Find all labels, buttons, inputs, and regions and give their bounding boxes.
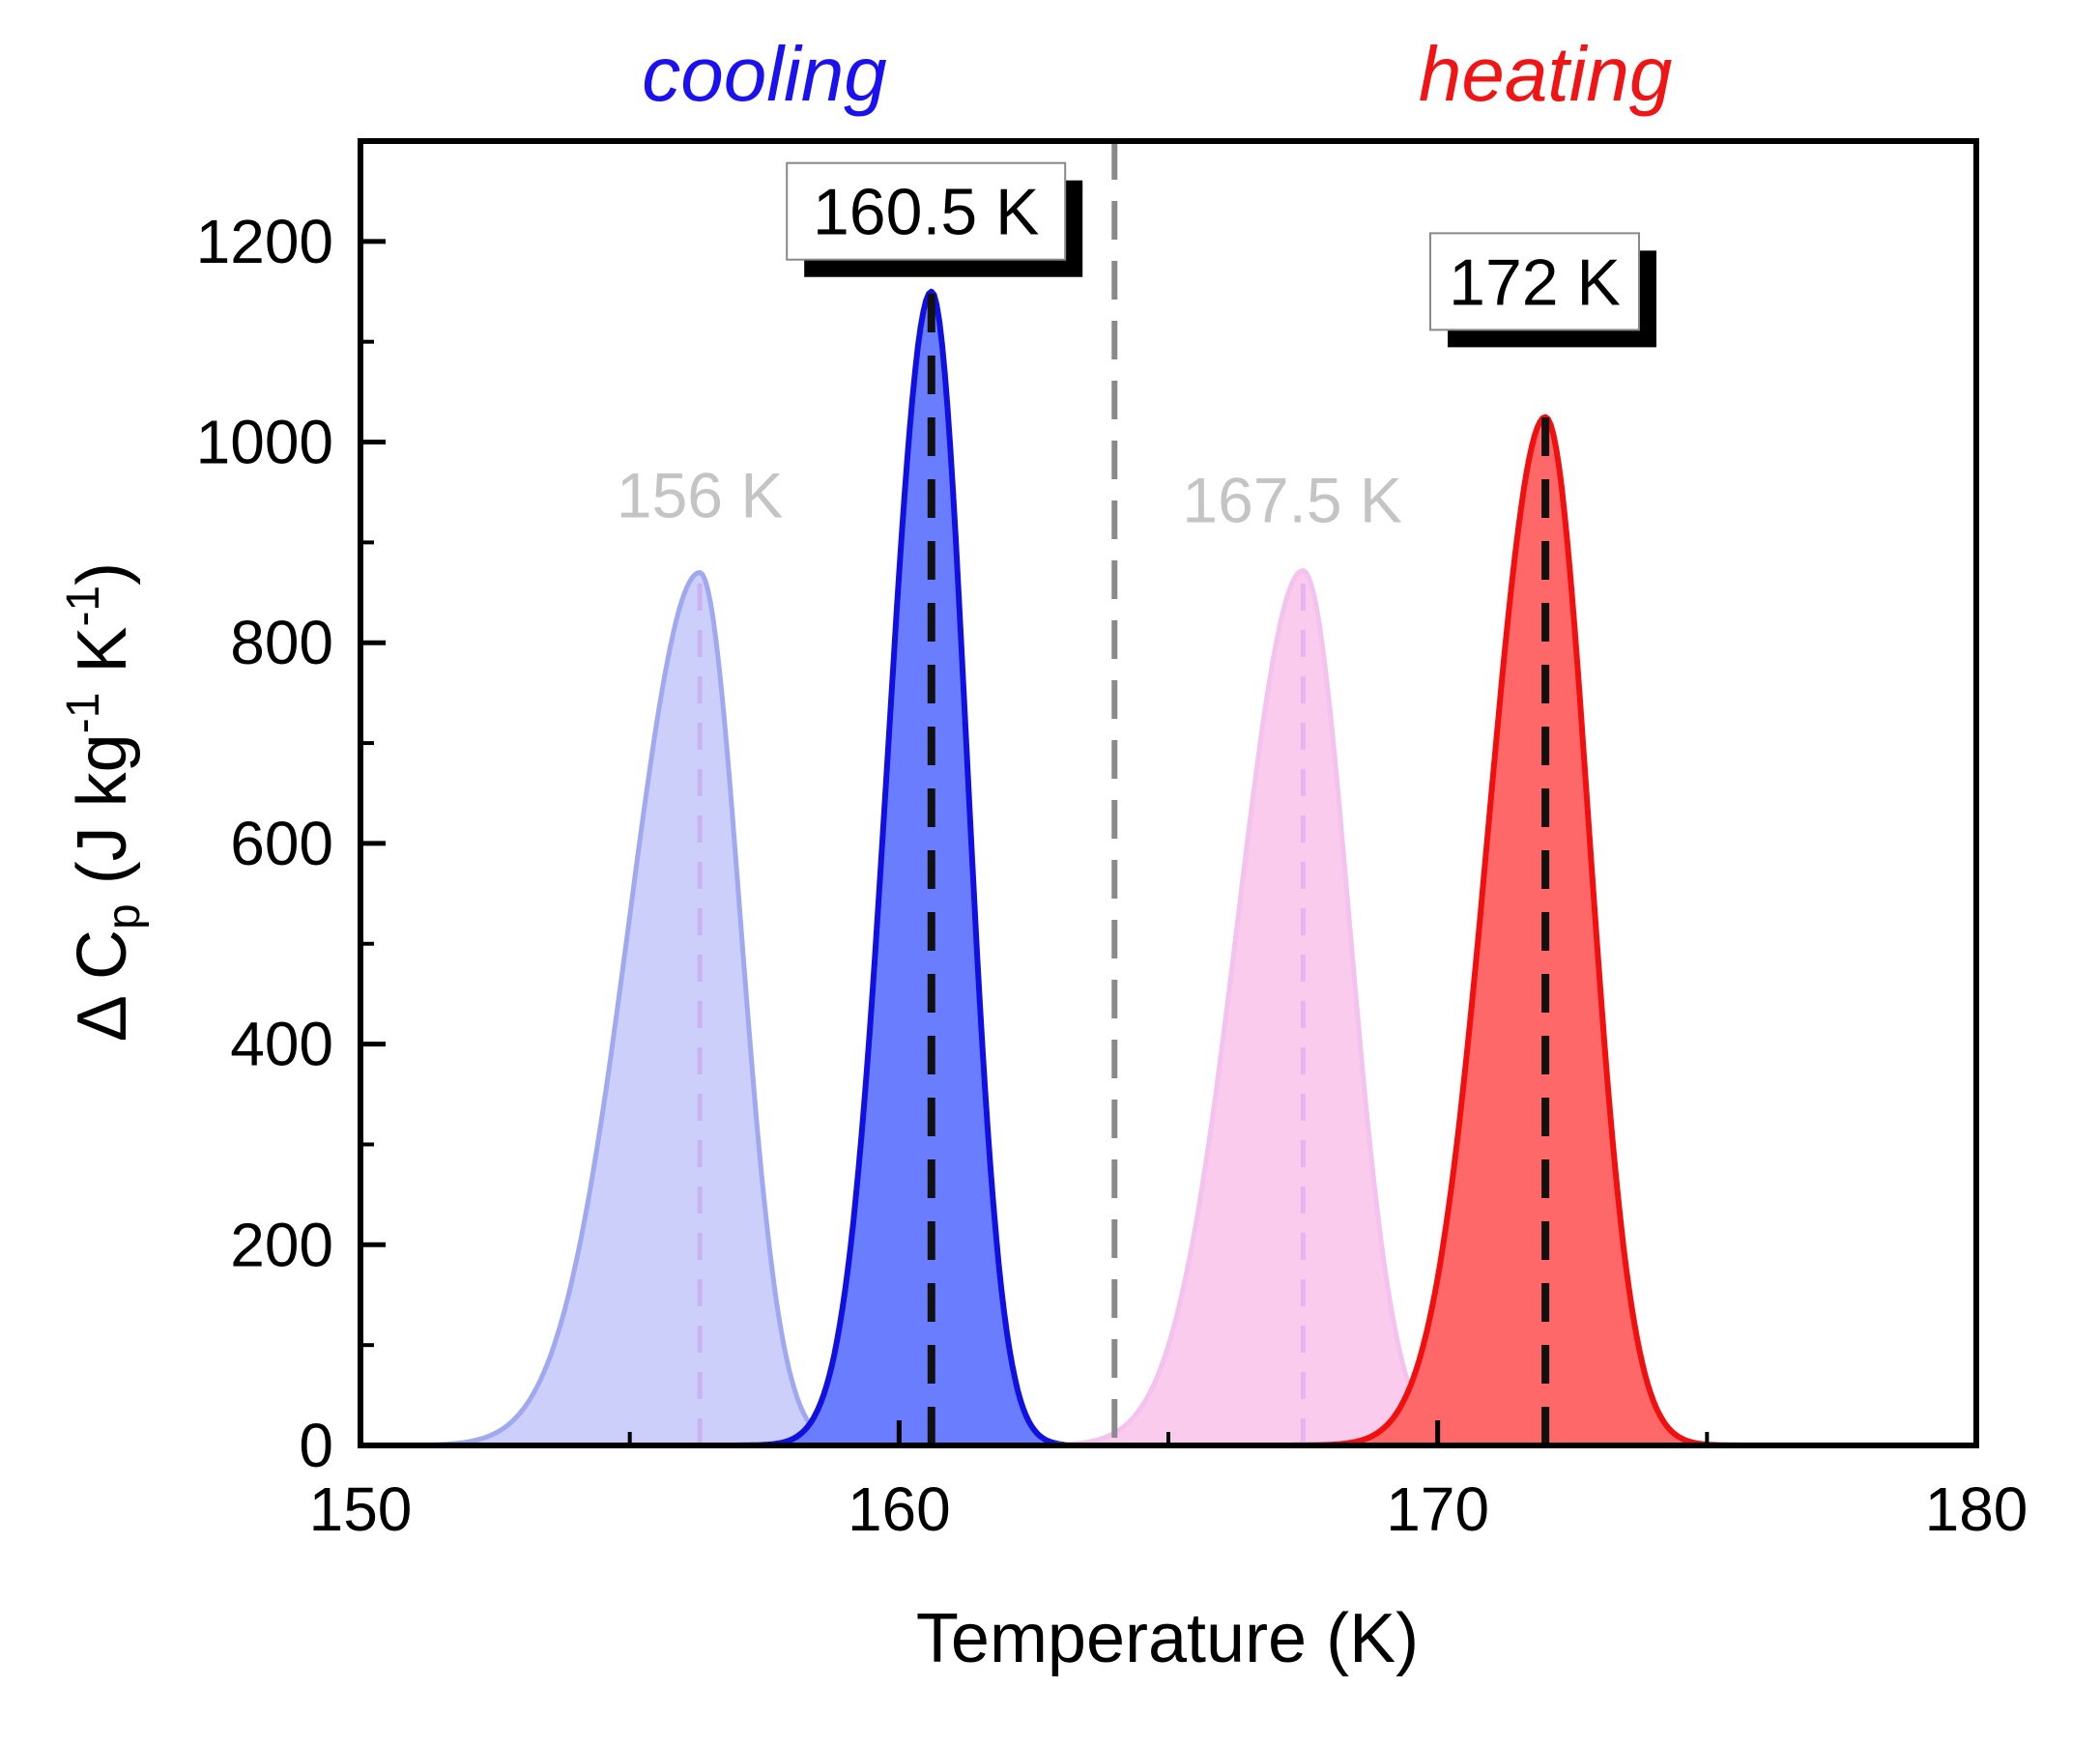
y-tick-label-800: 800 [230, 608, 333, 677]
series-area-cooling-faint [360, 572, 1976, 1445]
axes: 150 160 170 180 0 200 400 600 800 1000 1200 [196, 138, 2028, 1544]
x-axis-title: Temperature (K) [916, 1600, 1419, 1677]
y-axis-prefix: Δ C [64, 929, 141, 1042]
plot-markers [697, 141, 1550, 1445]
y-tick-label-1200: 1200 [196, 207, 333, 276]
x-tick-label-170: 170 [1386, 1474, 1489, 1544]
peak-label-heating-faint: 167.5 K [1182, 465, 1402, 536]
peak-label-box-cooling-main [786, 161, 1067, 261]
y-tick-label-200: 200 [230, 1210, 333, 1279]
plot-areas [360, 288, 1977, 1448]
x-tick-label-180: 180 [1925, 1474, 2028, 1544]
series-area-heating-main [360, 416, 1976, 1446]
y-axis-unit-close: ) [64, 562, 141, 586]
peak-labels: 156 K 160.5 K 167.5 K 172 K [617, 161, 1656, 536]
y-tick-label-1000: 1000 [196, 408, 333, 477]
y-tick-label-0: 0 [299, 1411, 333, 1480]
y-tick-label-600: 600 [230, 809, 333, 878]
y-tick-label-400: 400 [230, 1010, 333, 1079]
region-label-cooling: cooling [642, 31, 887, 117]
y-axis-title: Δ Cp (J kg-1 K-1) [58, 562, 150, 1042]
peak-label-cooling-faint: 156 K [617, 459, 783, 530]
y-axis-sub: p [99, 903, 150, 929]
y-axis-sup1: -1 [58, 693, 109, 734]
region-label-heating: heating [1419, 31, 1672, 117]
peak-label-box-heating-main [1428, 232, 1640, 331]
y-axis-unit-mid: K [64, 627, 141, 693]
y-axis-unit-open: (J kg [64, 733, 141, 903]
peak-label-cooling-main: 160.5 K [813, 176, 1039, 249]
x-tick-label-150: 150 [309, 1474, 413, 1544]
x-tick-label-160: 160 [848, 1474, 951, 1544]
peak-label-heating-main: 172 K [1449, 245, 1621, 319]
y-axis-sup2: -1 [58, 586, 109, 627]
region-labels: cooling heating [642, 31, 1672, 117]
